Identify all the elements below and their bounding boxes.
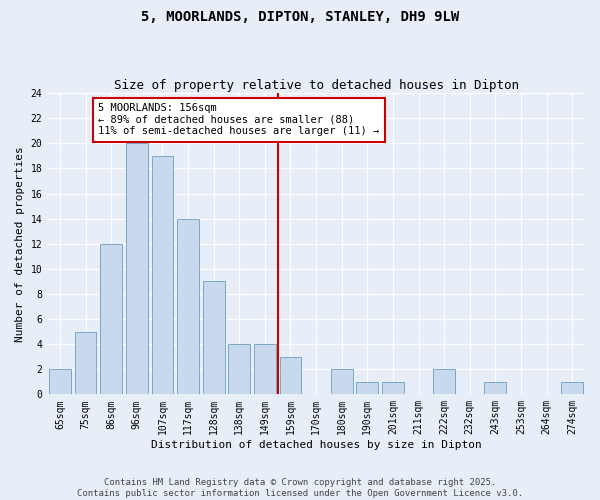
- Bar: [484, 382, 506, 394]
- Bar: [382, 382, 404, 394]
- Bar: [562, 382, 583, 394]
- Bar: [49, 369, 71, 394]
- Text: 5, MOORLANDS, DIPTON, STANLEY, DH9 9LW: 5, MOORLANDS, DIPTON, STANLEY, DH9 9LW: [141, 10, 459, 24]
- Text: 5 MOORLANDS: 156sqm
← 89% of detached houses are smaller (88)
11% of semi-detach: 5 MOORLANDS: 156sqm ← 89% of detached ho…: [98, 103, 380, 136]
- Bar: [203, 282, 224, 395]
- Y-axis label: Number of detached properties: Number of detached properties: [15, 146, 25, 342]
- Bar: [152, 156, 173, 394]
- Text: Contains HM Land Registry data © Crown copyright and database right 2025.
Contai: Contains HM Land Registry data © Crown c…: [77, 478, 523, 498]
- Bar: [126, 144, 148, 394]
- Bar: [177, 218, 199, 394]
- Bar: [229, 344, 250, 395]
- X-axis label: Distribution of detached houses by size in Dipton: Distribution of detached houses by size …: [151, 440, 481, 450]
- Bar: [74, 332, 97, 394]
- Bar: [433, 369, 455, 394]
- Bar: [331, 369, 353, 394]
- Bar: [280, 356, 301, 395]
- Bar: [356, 382, 378, 394]
- Bar: [100, 244, 122, 394]
- Bar: [254, 344, 276, 395]
- Title: Size of property relative to detached houses in Dipton: Size of property relative to detached ho…: [113, 79, 518, 92]
